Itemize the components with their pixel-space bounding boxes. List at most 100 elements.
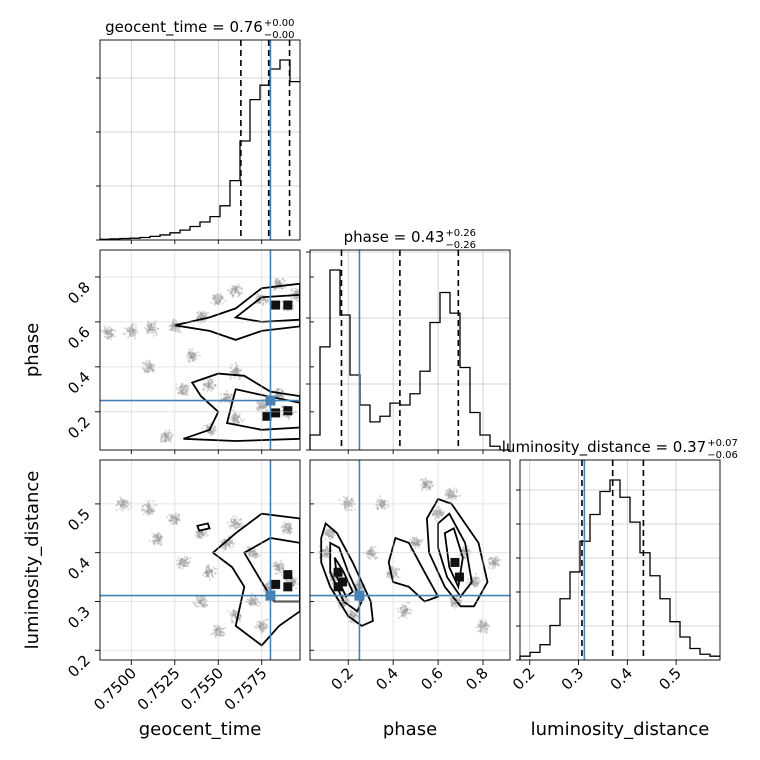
sample-point <box>486 628 489 631</box>
sample-point <box>146 329 149 332</box>
sample-point <box>277 565 280 568</box>
sample-point <box>405 607 409 610</box>
sample-point <box>231 294 234 297</box>
sample-point <box>229 541 232 545</box>
sample-point <box>148 364 151 367</box>
sample-point <box>226 393 229 396</box>
sample-point <box>265 618 268 621</box>
sample-point <box>278 281 281 284</box>
sample-point <box>214 628 217 631</box>
sample-point <box>473 581 476 585</box>
sample-point <box>236 525 239 529</box>
sample-point <box>163 433 166 436</box>
sample-point <box>219 634 223 637</box>
sample-point <box>147 508 150 511</box>
sample-point <box>370 552 373 556</box>
sample-point <box>207 567 210 570</box>
sample-point <box>286 531 289 534</box>
sample-point <box>492 566 495 569</box>
sample-point <box>249 604 253 607</box>
sample-point <box>402 609 405 612</box>
sample-point <box>236 521 239 524</box>
sample-point <box>292 583 295 586</box>
sample-point <box>274 280 277 283</box>
sample-point <box>105 328 108 331</box>
sample-point <box>397 568 401 571</box>
sample-point <box>250 597 253 600</box>
sample-point <box>450 495 453 499</box>
sample-point <box>206 565 209 568</box>
sample-point <box>152 541 155 544</box>
sample-point <box>356 586 359 589</box>
sample-point <box>198 601 201 605</box>
sample-point <box>493 563 496 566</box>
sample-point <box>249 603 252 606</box>
sample-point <box>107 330 110 333</box>
sample-point <box>141 361 144 364</box>
sample-point <box>214 302 218 305</box>
sample-point <box>232 610 235 614</box>
sample-point <box>234 523 237 526</box>
sample-point <box>124 500 127 503</box>
sample-point <box>165 436 168 439</box>
sample-point <box>258 300 261 304</box>
sample-point <box>208 571 211 575</box>
sample-point <box>199 602 202 605</box>
sample-point <box>181 559 184 562</box>
sample-point <box>282 277 285 280</box>
sample-point <box>284 529 287 532</box>
sample-point <box>294 579 297 582</box>
sample-point <box>227 543 230 546</box>
sample-point <box>376 507 379 510</box>
sample-point <box>265 582 268 586</box>
sample-point <box>206 575 209 578</box>
sample-point <box>104 326 107 330</box>
sample-point <box>294 298 297 301</box>
y-tick-label-phase-3: 0.8 <box>64 278 94 308</box>
sample-point <box>272 588 275 591</box>
sample-point <box>218 628 221 632</box>
sample-point <box>277 566 280 569</box>
sample-point <box>421 538 424 541</box>
sample-point <box>158 538 161 541</box>
sample-point <box>332 533 335 536</box>
sample-point <box>355 583 358 587</box>
truth-marker <box>265 395 276 406</box>
sample-point <box>204 384 207 387</box>
sample-point <box>275 393 278 396</box>
sample-point <box>131 326 134 330</box>
sample-point <box>276 393 279 397</box>
sample-point <box>259 294 262 297</box>
sample-point <box>291 578 294 582</box>
sample-point <box>292 579 296 583</box>
sample-point <box>150 325 153 328</box>
sample-point <box>276 565 279 568</box>
sample-point <box>195 536 199 539</box>
sample-point <box>208 569 212 572</box>
sample-point <box>484 619 487 622</box>
sample-point <box>485 629 488 632</box>
sample-point <box>238 286 241 289</box>
sample-point <box>416 543 419 546</box>
sample-point <box>122 501 125 504</box>
sample-point <box>221 627 224 631</box>
sample-point <box>479 620 482 623</box>
density-cell-3 <box>283 406 293 416</box>
sample-point <box>171 324 174 328</box>
sample-point <box>203 383 207 387</box>
sample-point <box>156 535 159 538</box>
sample-point <box>224 299 227 302</box>
sample-point <box>184 384 187 388</box>
sample-point <box>282 566 285 570</box>
sample-point <box>454 495 457 498</box>
sample-point <box>293 580 296 583</box>
sample-point <box>155 535 158 538</box>
sample-point <box>191 355 194 358</box>
sample-point <box>360 585 363 588</box>
sample-point <box>242 523 245 526</box>
sample-point <box>105 332 108 335</box>
sample-point <box>227 610 230 613</box>
sample-point <box>114 504 118 507</box>
sample-point <box>168 520 171 523</box>
sample-point <box>284 526 287 529</box>
